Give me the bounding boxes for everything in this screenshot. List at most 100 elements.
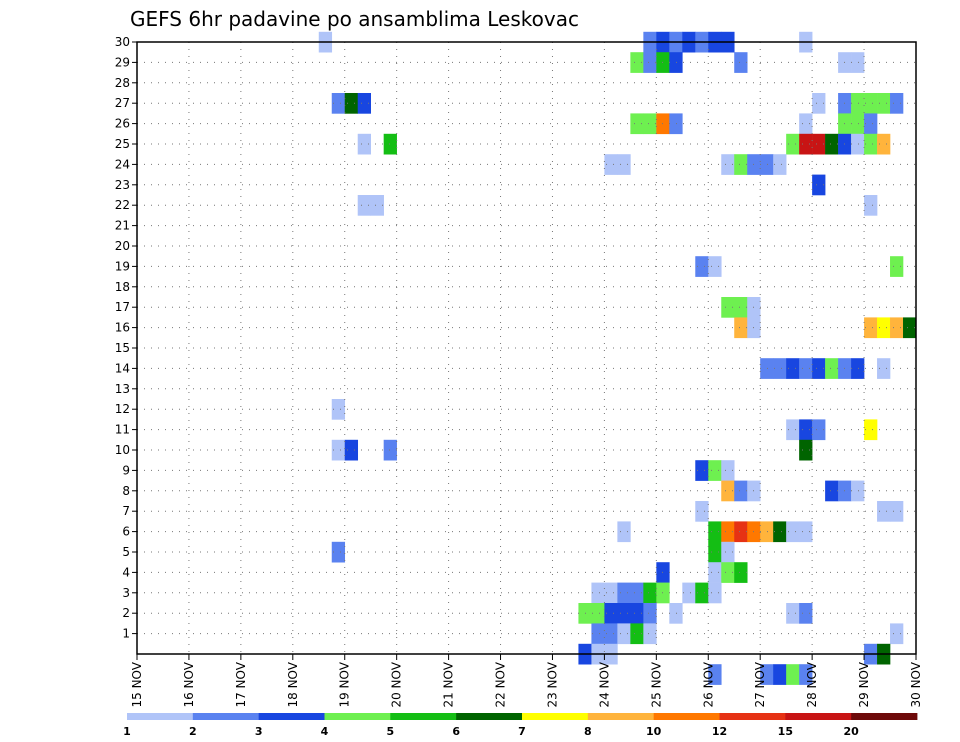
heat-cell	[786, 603, 800, 624]
y-tick-label: 29	[115, 55, 130, 69]
heat-cell	[890, 256, 904, 277]
heat-cell	[721, 297, 735, 318]
heat-cell	[760, 358, 774, 379]
y-tick-label: 30	[115, 35, 130, 49]
heat-cell	[695, 501, 709, 522]
heat-cell	[799, 664, 813, 685]
y-tick-label: 19	[115, 259, 130, 273]
heat-cell	[708, 562, 722, 583]
heat-cell	[331, 399, 346, 420]
x-tick-label: 21 NOV	[442, 661, 456, 707]
y-axis: 1234567891011121314151617181920212223242…	[115, 35, 137, 641]
legend-swatch	[719, 713, 786, 720]
heat-cell	[695, 582, 709, 604]
heat-cell	[604, 154, 618, 175]
y-tick-label: 8	[122, 484, 130, 498]
heat-cell	[630, 582, 644, 604]
heat-cell	[331, 439, 346, 461]
y-tick-label: 4	[122, 565, 130, 579]
heat-cell	[825, 133, 839, 155]
heat-cell	[357, 133, 371, 155]
heat-cell	[682, 582, 696, 604]
y-tick-label: 1	[122, 627, 130, 641]
x-tick-label: 28 NOV	[805, 661, 819, 707]
x-tick-label: 20 NOV	[390, 661, 404, 707]
y-tick-label: 10	[115, 443, 130, 457]
heat-cell	[617, 582, 631, 604]
heat-cell	[773, 358, 787, 379]
legend-label: 20	[844, 725, 860, 738]
x-tick-label: 24 NOV	[597, 661, 611, 707]
heat-cell	[591, 603, 605, 624]
heat-cell	[864, 133, 878, 155]
heat-cell	[890, 93, 904, 114]
heat-cell	[864, 93, 878, 114]
heat-cell	[799, 419, 813, 441]
heat-cell	[864, 195, 878, 216]
heat-cell	[331, 541, 346, 563]
heat-cell	[708, 664, 722, 685]
heat-cell	[734, 52, 748, 73]
heat-cell	[812, 358, 826, 379]
heat-cell	[721, 460, 735, 481]
heat-cell	[890, 317, 904, 339]
heat-cell	[799, 603, 813, 624]
x-tick-label: 30 NOV	[909, 661, 923, 707]
y-tick-label: 13	[115, 382, 130, 396]
heat-cell	[617, 521, 631, 543]
y-tick-label: 17	[115, 300, 130, 314]
y-tick-label: 2	[122, 606, 130, 620]
heat-cell	[617, 603, 631, 624]
heat-cell	[383, 439, 397, 461]
y-tick-label: 24	[115, 157, 130, 171]
heat-cell	[786, 664, 800, 685]
heat-cell	[734, 317, 748, 339]
legend-swatch	[587, 713, 655, 720]
heat-cell	[721, 521, 735, 543]
heat-cell	[877, 358, 891, 379]
y-tick-label: 18	[115, 280, 130, 294]
heat-cell	[617, 154, 631, 175]
heat-cell	[773, 664, 787, 685]
y-tick-label: 3	[122, 586, 130, 600]
heat-cell	[643, 113, 657, 135]
y-tick-label: 22	[115, 198, 130, 212]
heat-cell	[357, 93, 371, 114]
heat-cell	[799, 358, 813, 379]
heat-cell	[695, 460, 709, 481]
legend-label: 1	[123, 725, 131, 738]
heat-cell	[617, 623, 631, 645]
heat-cell	[604, 582, 618, 604]
y-tick-label: 28	[115, 76, 130, 90]
legend-swatch	[785, 713, 852, 720]
heat-cell	[630, 52, 644, 73]
legend-label: 6	[452, 725, 460, 738]
heat-cell	[708, 256, 722, 277]
heat-cell	[344, 93, 359, 114]
heat-cell	[877, 133, 891, 155]
legend-label: 10	[646, 725, 662, 738]
heat-cell	[786, 521, 800, 543]
legend-swatch	[324, 713, 391, 720]
heat-cell	[799, 133, 813, 155]
heat-cell	[331, 93, 346, 114]
y-tick-label: 16	[115, 321, 130, 335]
y-tick-label: 26	[115, 117, 130, 131]
cells-layer	[318, 31, 917, 685]
x-tick-label: 29 NOV	[857, 661, 871, 707]
y-tick-label: 11	[115, 423, 130, 437]
heat-cell	[721, 541, 735, 563]
heat-cell	[851, 93, 865, 114]
y-tick-label: 21	[115, 219, 130, 233]
heat-cell	[708, 521, 722, 543]
heat-cell	[812, 93, 826, 114]
heat-cell	[903, 317, 917, 339]
y-tick-label: 7	[122, 504, 130, 518]
y-tick-label: 6	[122, 525, 130, 539]
legend-swatch	[258, 713, 325, 720]
y-tick-label: 25	[115, 137, 130, 151]
heat-cell	[786, 358, 800, 379]
heat-cell	[734, 480, 748, 502]
heat-cell	[864, 317, 878, 339]
heat-cell	[877, 93, 891, 114]
